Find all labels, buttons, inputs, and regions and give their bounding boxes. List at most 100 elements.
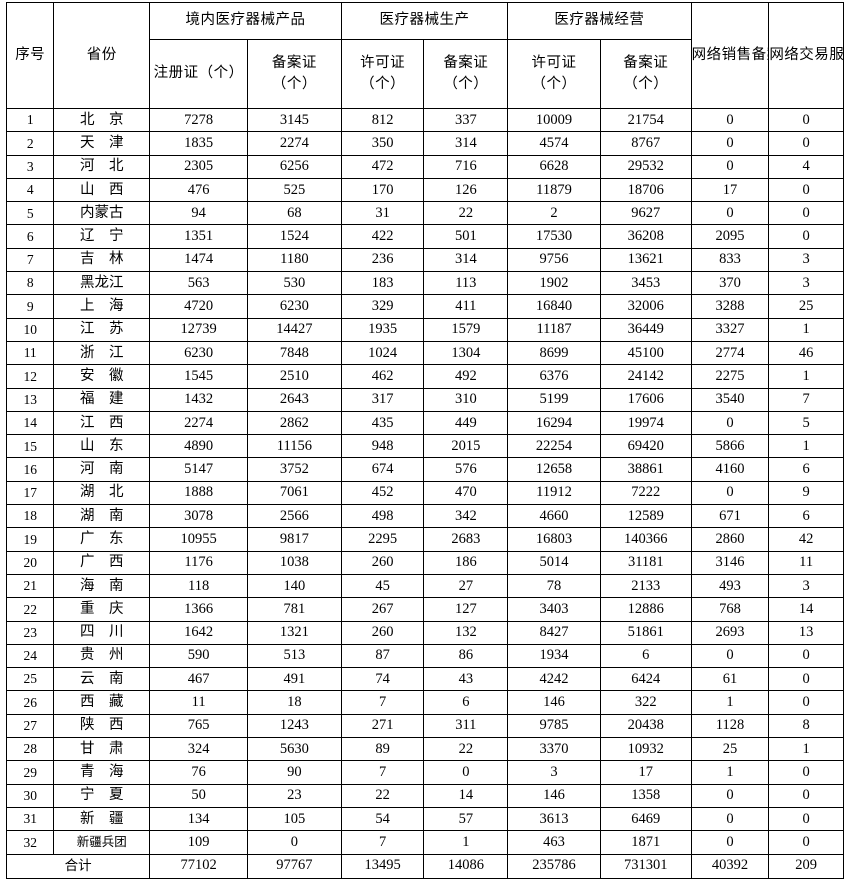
cell-network-sales-filing: 0 <box>690 480 770 506</box>
cell-manufacturing-license: 267 <box>340 597 425 622</box>
cell-distribution-license: 6376 <box>507 364 601 389</box>
cell-distribution-filing: 29532 <box>599 154 692 179</box>
cell-network-sales-filing: 2774 <box>690 340 770 366</box>
row-index: 27 <box>5 713 55 739</box>
header-sub-product-filing-cert: 备案证 （个） <box>247 39 342 109</box>
header-province: 省份 <box>53 2 151 109</box>
cell-distribution-license: 4574 <box>507 131 601 156</box>
cell-distribution-filing: 31181 <box>599 550 692 575</box>
row-province: 西 藏 <box>53 690 151 715</box>
cell-manufacturing-license: 674 <box>340 457 425 482</box>
header-row-groups: 序号 省份 境内医疗器械产品 医疗器械生产 医疗器械经营 网络销售备案 网络交易… <box>5 2 844 109</box>
table-row: 23 四 川 1642 1321 260 132 8427 51861 2693 13 <box>5 620 844 645</box>
cell-distribution-filing: 17606 <box>599 387 692 412</box>
province-label: 湖 北 <box>80 484 124 501</box>
cell-distribution-filing: 69420 <box>599 434 692 459</box>
cell-product-filing-cert: 2643 <box>247 387 342 412</box>
cell-registration-cert: 12739 <box>149 317 248 342</box>
cell-manufacturing-license: 22 <box>340 783 425 808</box>
province-label: 新疆兵团 <box>76 834 127 849</box>
cell-manufacturing-filing: 449 <box>423 410 509 436</box>
total-manufacturing-license: 13495 <box>340 853 425 879</box>
province-label: 重 庆 <box>80 600 124 617</box>
cell-third-party-platform-filing: 0 <box>768 131 844 156</box>
cell-network-sales-filing: 3540 <box>690 387 770 412</box>
total-distribution-license: 235786 <box>507 853 601 879</box>
table-row: 26 西 藏 11 18 7 6 146 322 1 0 <box>5 690 844 715</box>
table-row: 3 河 北 2305 6256 472 716 6628 29532 0 4 <box>5 154 844 179</box>
cell-network-sales-filing: 0 <box>690 783 770 808</box>
cell-manufacturing-filing: 14 <box>423 783 509 808</box>
cell-distribution-filing: 9627 <box>599 201 692 226</box>
cell-distribution-filing: 140366 <box>599 527 692 552</box>
cell-manufacturing-license: 472 <box>340 154 425 179</box>
cell-network-sales-filing: 671 <box>690 504 770 529</box>
cell-manufacturing-license: 317 <box>340 387 425 412</box>
cell-network-sales-filing: 4160 <box>690 457 770 482</box>
cell-distribution-license: 3403 <box>507 597 601 622</box>
cell-product-filing-cert: 3145 <box>247 107 342 133</box>
row-index: 11 <box>5 340 55 366</box>
province-label: 安 徽 <box>80 367 124 384</box>
row-province: 吉 林 <box>53 247 151 273</box>
cell-product-filing-cert: 513 <box>247 643 342 669</box>
cell-manufacturing-filing: 1304 <box>423 340 509 366</box>
row-province: 新疆兵团 <box>53 830 151 855</box>
cell-registration-cert: 1432 <box>149 387 248 412</box>
cell-manufacturing-license: 236 <box>340 247 425 273</box>
cell-distribution-filing: 1871 <box>599 830 692 855</box>
cell-manufacturing-filing: 310 <box>423 387 509 412</box>
cell-product-filing-cert: 7061 <box>247 480 342 506</box>
row-index: 12 <box>5 364 55 389</box>
cell-distribution-license: 4660 <box>507 504 601 529</box>
row-province: 安 徽 <box>53 364 151 389</box>
cell-third-party-platform-filing: 1 <box>768 737 844 762</box>
cell-third-party-platform-filing: 3 <box>768 271 844 296</box>
cell-product-filing-cert: 0 <box>247 830 342 855</box>
cell-product-filing-cert: 9817 <box>247 527 342 552</box>
province-label: 浙 江 <box>80 344 124 361</box>
cell-third-party-platform-filing: 25 <box>768 294 844 319</box>
cell-distribution-filing: 36208 <box>599 224 692 249</box>
table-row: 25 云 南 467 491 74 43 4242 6424 61 0 <box>5 667 844 692</box>
header-sub-manufacturing-filing: 备案证 （个） <box>423 39 509 109</box>
cell-manufacturing-license: 45 <box>340 573 425 599</box>
cell-distribution-filing: 322 <box>599 690 692 715</box>
province-label: 甘 肃 <box>80 740 124 757</box>
cell-registration-cert: 1474 <box>149 247 248 273</box>
cell-manufacturing-filing: 186 <box>423 550 509 575</box>
cell-network-sales-filing: 0 <box>690 107 770 133</box>
row-province: 河 南 <box>53 457 151 482</box>
cell-third-party-platform-filing: 11 <box>768 550 844 575</box>
province-label: 福 建 <box>80 391 124 408</box>
cell-product-filing-cert: 140 <box>247 573 342 599</box>
row-province: 辽 宁 <box>53 224 151 249</box>
cell-third-party-platform-filing: 0 <box>768 224 844 249</box>
header-sub-manufacturing-license: 许可证 （个） <box>340 39 425 109</box>
row-province: 北 京 <box>53 107 151 133</box>
cell-registration-cert: 1176 <box>149 550 248 575</box>
province-label: 陕 西 <box>80 717 124 734</box>
row-index: 7 <box>5 247 55 273</box>
row-province: 上 海 <box>53 294 151 319</box>
row-index: 2 <box>5 131 55 156</box>
province-label: 内蒙古 <box>80 204 124 221</box>
cell-distribution-license: 16803 <box>507 527 601 552</box>
cell-network-sales-filing: 1 <box>690 690 770 715</box>
table-row: 27 陕 西 765 1243 271 311 9785 20438 1128 8 <box>5 713 844 739</box>
row-province: 黑龙江 <box>53 271 151 296</box>
cell-manufacturing-license: 948 <box>340 434 425 459</box>
cell-network-sales-filing: 2095 <box>690 224 770 249</box>
table-header: 序号 省份 境内医疗器械产品 医疗器械生产 医疗器械经营 网络销售备案 网络交易… <box>5 2 844 109</box>
row-province: 重 庆 <box>53 597 151 622</box>
cell-network-sales-filing: 1 <box>690 760 770 785</box>
cell-distribution-filing: 51861 <box>599 620 692 645</box>
cell-product-filing-cert: 11156 <box>247 434 342 459</box>
table-row: 30 宁 夏 50 23 22 14 146 1358 0 0 <box>5 783 844 808</box>
cell-manufacturing-filing: 27 <box>423 573 509 599</box>
cell-third-party-platform-filing: 6 <box>768 457 844 482</box>
cell-registration-cert: 1642 <box>149 620 248 645</box>
cell-manufacturing-license: 183 <box>340 271 425 296</box>
cell-manufacturing-license: 350 <box>340 131 425 156</box>
